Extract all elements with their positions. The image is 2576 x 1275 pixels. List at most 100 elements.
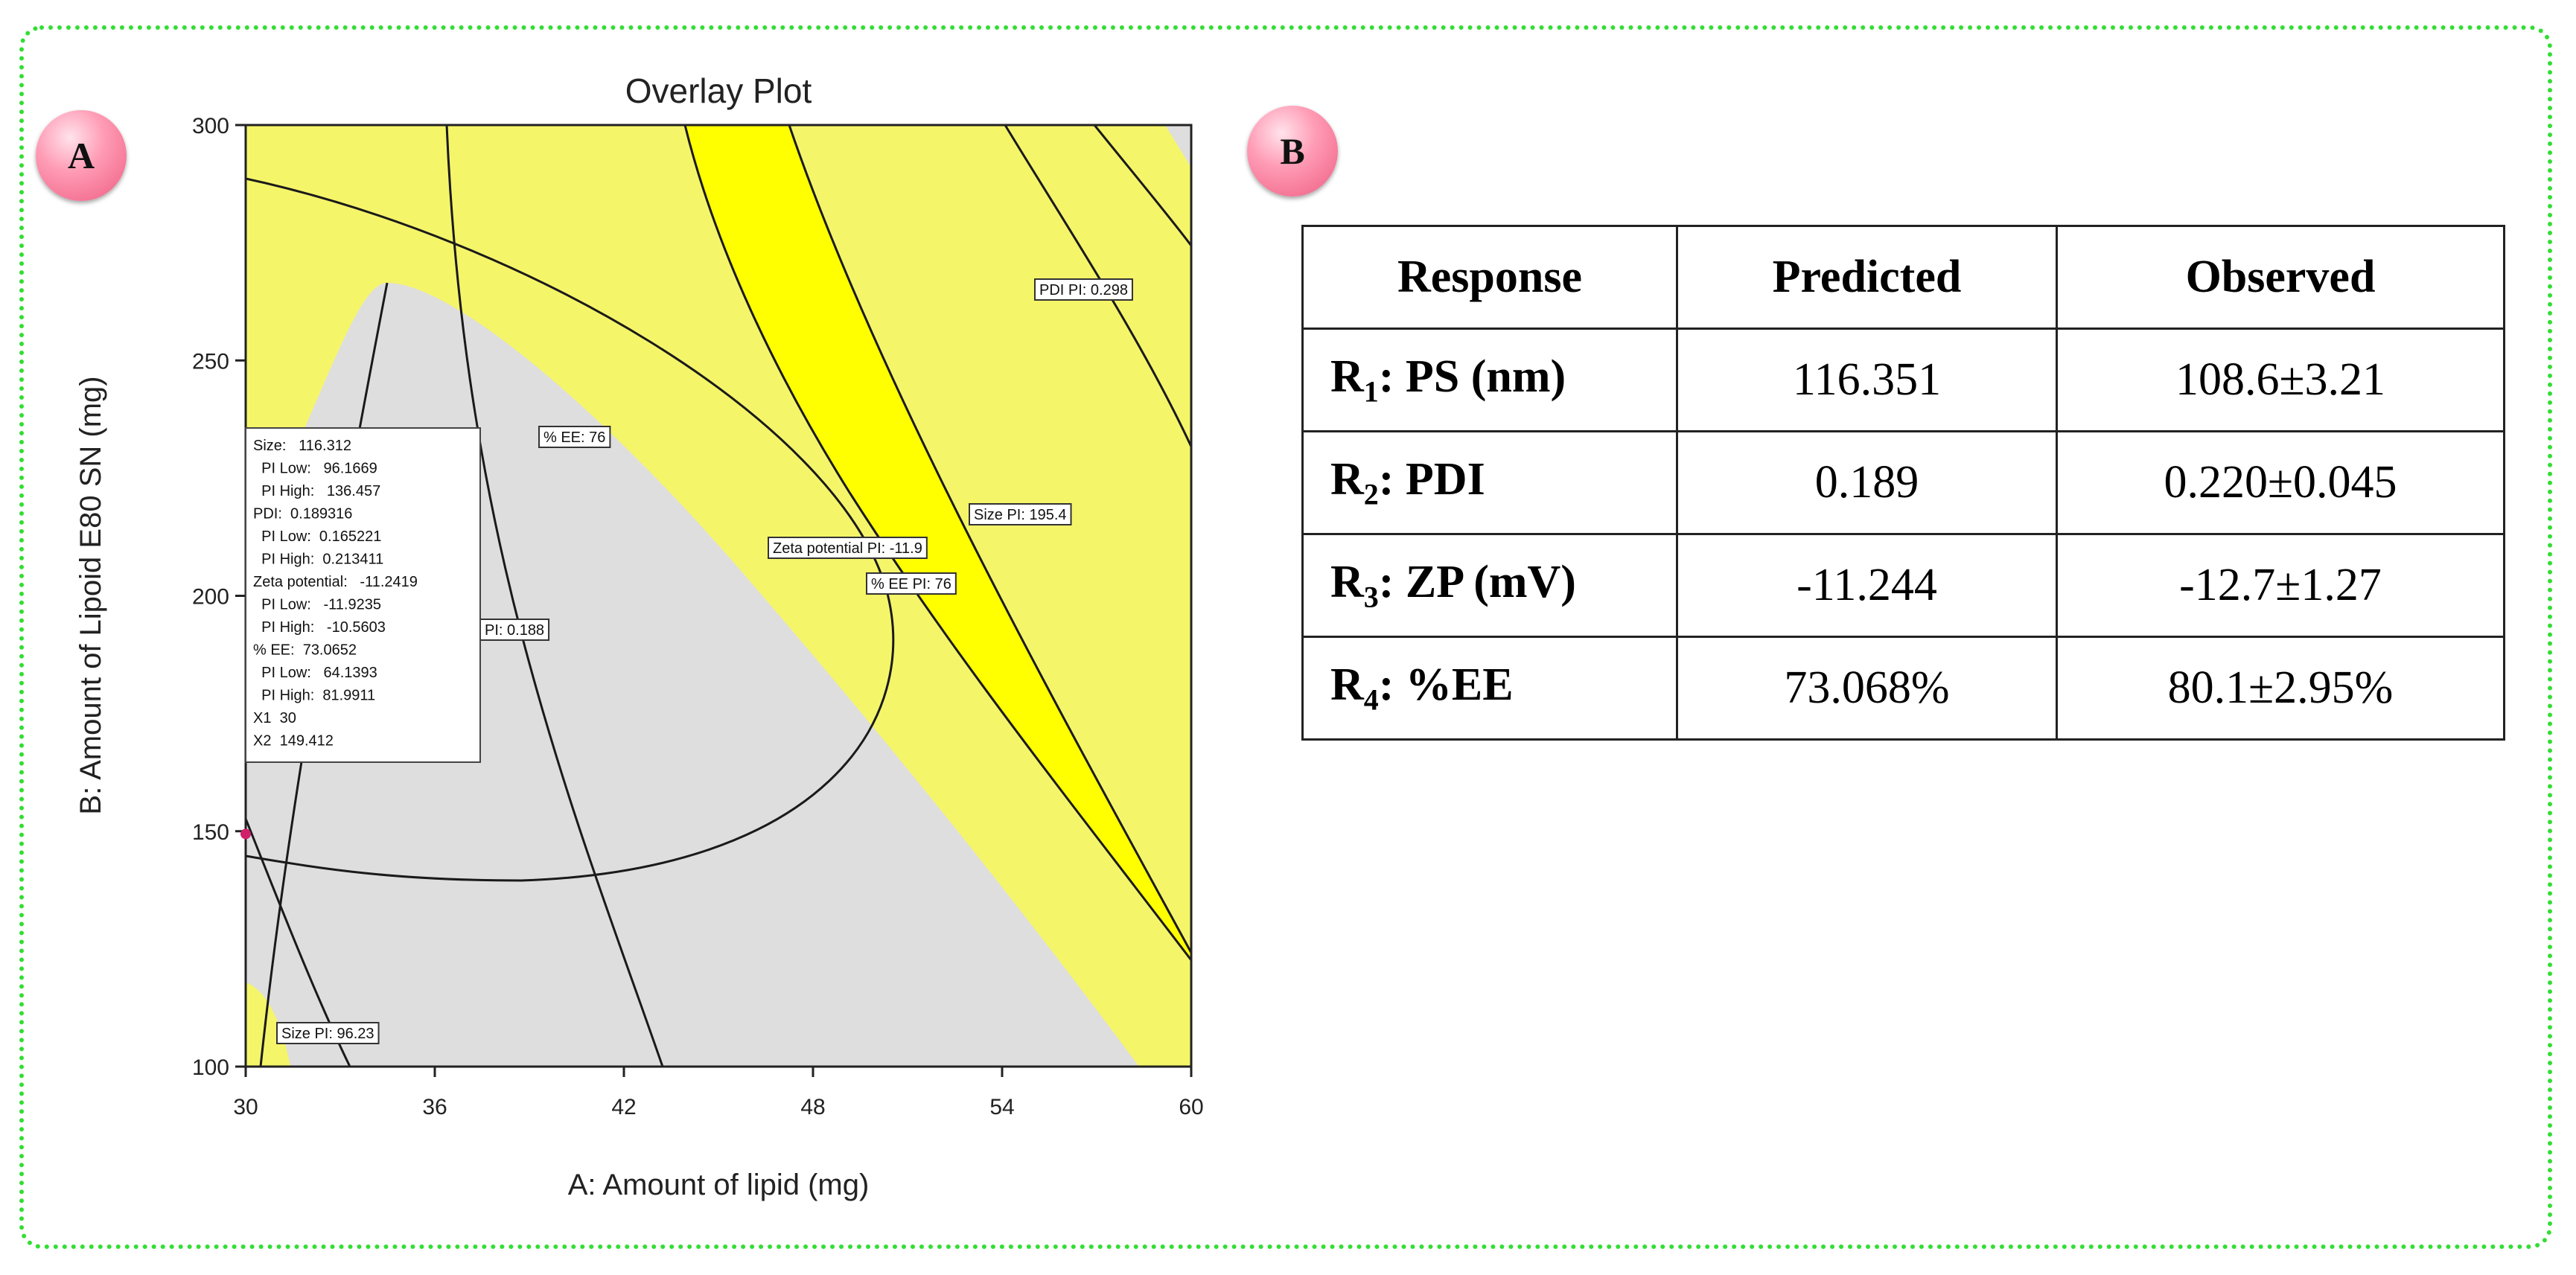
predicted-cell: 0.189 xyxy=(1676,430,2058,535)
response-cell: R1: PS (nm) xyxy=(1301,327,1678,432)
size-pi-contour xyxy=(683,125,1191,961)
contour-label-box xyxy=(276,1022,380,1044)
response-subscript: 4 xyxy=(1363,683,1379,717)
response-subscript: 3 xyxy=(1363,580,1379,614)
y-tick-label: 150 xyxy=(192,820,229,845)
contour-label-box xyxy=(1034,278,1133,301)
flag-line: % EE: 73.0652 xyxy=(253,642,357,659)
response-name: : PDI xyxy=(1378,454,1485,505)
flag-line: X2 149.412 xyxy=(253,733,334,750)
y-tick-label: 250 xyxy=(192,349,229,374)
x-tick-label: 54 xyxy=(989,1095,1014,1119)
flag-line: PI Low: 96.1669 xyxy=(253,461,377,477)
ee-contour xyxy=(246,177,895,882)
y-tick-label: 300 xyxy=(192,114,229,138)
zeta-pi-contour xyxy=(788,125,1191,953)
y-tick-label: 200 xyxy=(192,585,229,610)
flag-line: PI High: 81.9911 xyxy=(253,688,375,704)
optimal-region xyxy=(685,125,1191,960)
x-axis-title: A: Amount of lipid (mg) xyxy=(568,1169,870,1201)
response-name: : PS (nm) xyxy=(1378,351,1566,403)
contour-label-text: Zeta potential PI: -11.9 xyxy=(773,540,922,557)
response-cell: R2: PDI xyxy=(1301,430,1678,535)
contour-label-box xyxy=(538,426,611,448)
upper-right-contour xyxy=(1093,125,1191,246)
x-tick-label: 30 xyxy=(233,1095,258,1119)
observed-cell: 108.6±3.21 xyxy=(2056,327,2505,432)
flag-line: PI High: -10.5603 xyxy=(253,619,386,636)
response-symbol: R xyxy=(1330,454,1364,505)
y-tick-label: 100 xyxy=(192,1055,229,1080)
contour-label-box xyxy=(768,537,928,559)
response-symbol: R xyxy=(1330,557,1364,608)
contour-label-box xyxy=(479,619,550,641)
contour-label: % EE PI: 76 xyxy=(866,572,957,595)
flag-line: PI Low: 64.1393 xyxy=(253,665,377,681)
contour-label-box xyxy=(969,503,1072,525)
flag-line: X1 30 xyxy=(253,710,296,726)
flag-line: Size: 116.312 xyxy=(253,438,351,454)
flag-line: PDI: 0.189316 xyxy=(253,506,352,523)
y-axis-title: B: Amount of Lipoid E80 SN (mg) xyxy=(74,376,107,814)
contour-label-text: PI: 0.188 xyxy=(485,622,544,639)
flag-line: PI High: 0.213411 xyxy=(253,552,383,568)
predicted-cell: -11.244 xyxy=(1676,533,2058,638)
flag-line: PI Low: -11.9235 xyxy=(253,597,381,613)
figure-border xyxy=(19,25,2552,1249)
flag-point-marker xyxy=(240,828,251,840)
observed-cell: 0.220±0.045 xyxy=(2056,430,2505,535)
response-symbol: R xyxy=(1330,351,1364,403)
table-row: R1: PS (nm) 116.351 108.6±3.21 xyxy=(1301,327,2505,432)
contour-label-box xyxy=(866,572,957,595)
table-body: R1: PS (nm) 116.351 108.6±3.21 R2: PDI 0.189… xyxy=(1301,327,2505,741)
y-axis: 100 150 200 250 300 xyxy=(192,114,246,1080)
table-row: R2: PDI 0.189 0.220±0.045 xyxy=(1301,430,2505,535)
table-row: R4: %EE 73.068% 80.1±2.95% xyxy=(1301,636,2505,741)
contour-label: % EE: 76 xyxy=(538,426,611,448)
contour-label-text: PDI PI: 0.298 xyxy=(1039,282,1128,298)
flag-tooltip: Size: 116.312 PI Low: 96.1669 PI High: 1… xyxy=(240,427,481,840)
x-axis: 30 36 42 48 54 60 xyxy=(233,1067,1204,1119)
contour-label: Size PI: 195.4 xyxy=(969,503,1072,525)
response-subscript: 2 xyxy=(1363,477,1379,511)
table-row: R3: ZP (mV) -11.244 -12.7±1.27 xyxy=(1301,533,2505,638)
contour-label: PDI PI: 0.298 xyxy=(1034,278,1133,301)
contour-label: Size PI: 96.23 xyxy=(276,1022,380,1044)
flag-box-frame xyxy=(245,427,481,763)
predicted-cell: 73.068% xyxy=(1676,636,2058,741)
contour-label: Zeta potential PI: -11.9 xyxy=(768,537,928,559)
flag-line: Zeta potential: -11.2419 xyxy=(253,574,418,590)
contour-label-text: % EE: 76 xyxy=(543,429,605,446)
flag-line: PI High: 136.457 xyxy=(253,483,380,499)
response-name: : ZP (mV) xyxy=(1378,557,1576,608)
contour-label-text: Size PI: 96.23 xyxy=(281,1026,374,1042)
flag-line: PI Low: 0.165221 xyxy=(253,528,381,545)
contour-labels: PDI PI: 0.298 % EE: 76 Size PI: 195.4 Zeta … xyxy=(276,278,1133,1044)
response-cell: R3: ZP (mV) xyxy=(1301,533,1678,638)
table-header-row: Response Predicted Observed xyxy=(1301,225,2505,330)
response-cell: R4: %EE xyxy=(1301,636,1678,741)
x-tick-label: 36 xyxy=(422,1095,447,1119)
header-predicted: Predicted xyxy=(1676,225,2058,330)
panel-b-badge: B xyxy=(1247,106,1338,196)
plot-regions xyxy=(246,125,1191,1067)
x-tick-label: 42 xyxy=(611,1095,636,1119)
results-table: Response Predicted Observed R1: PS (nm) 1… xyxy=(1301,225,2505,741)
feasible-corner xyxy=(246,982,290,1067)
response-symbol: R xyxy=(1330,659,1364,711)
observed-cell: -12.7±1.27 xyxy=(2056,533,2505,638)
response-name: : %EE xyxy=(1378,659,1514,711)
chart-title: Overlay Plot xyxy=(625,71,812,110)
x-tick-label: 60 xyxy=(1179,1095,1203,1119)
predicted-cell: 116.351 xyxy=(1676,327,2058,432)
contour-label-text: Size PI: 195.4 xyxy=(974,507,1067,523)
excluded-region-corner xyxy=(1165,125,1191,167)
header-response: Response xyxy=(1301,225,1678,330)
observed-cell: 80.1±2.95% xyxy=(2056,636,2505,741)
x-tick-label: 48 xyxy=(800,1095,825,1119)
header-observed: Observed xyxy=(2056,225,2505,330)
contour-label-text: % EE PI: 76 xyxy=(871,576,951,592)
contour-label: PI: 0.188 xyxy=(479,619,550,641)
response-subscript: 1 xyxy=(1363,374,1379,409)
